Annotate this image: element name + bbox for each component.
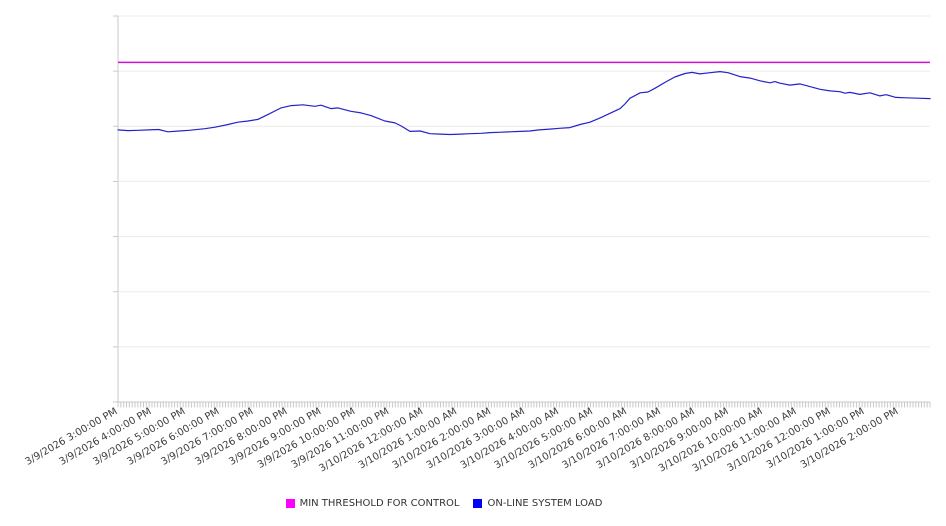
system-load-chart-plot: 3/9/2026 3:00:00 PM3/9/2026 4:00:00 PM3/… (24, 15, 931, 475)
legend-item-min-threshold[interactable]: MIN THRESHOLD FOR CONTROL (285, 498, 460, 509)
legend-item-online-system-load[interactable]: ON-LINE SYSTEM LOAD (473, 498, 602, 509)
min-threshold-label: MIN THRESHOLD FOR CONTROL (299, 498, 460, 509)
min-threshold-swatch-icon (285, 499, 295, 508)
online-system-load-label: ON-LINE SYSTEM LOAD (487, 498, 603, 509)
online-system-load-swatch-icon (473, 499, 483, 508)
chart-legend: MIN THRESHOLD FOR CONTROL ON-LINE SYSTEM… (0, 498, 917, 509)
